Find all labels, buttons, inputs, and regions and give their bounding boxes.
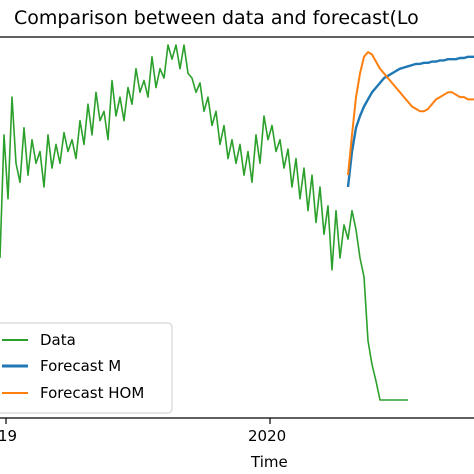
series-line-forecast-hom [347, 51, 474, 176]
x-tick-label-19: 19 [0, 427, 17, 445]
legend-box [0, 322, 173, 414]
legend-label-data: Data [40, 331, 76, 349]
x-axis-label: Time [250, 453, 288, 471]
legend-label-forecast-hom: Forecast HOM [40, 384, 144, 402]
x-tick-label-2020: 2020 [248, 427, 286, 445]
series-line-forecast-m [346, 55, 474, 188]
legend: Data Forecast M Forecast HOM [0, 322, 173, 414]
chart-title: Comparison between data and forecast(Lo [14, 7, 419, 29]
series-group [0, 44, 474, 401]
legend-label-forecast-m: Forecast M [40, 357, 121, 375]
series-line-data [0, 44, 408, 401]
